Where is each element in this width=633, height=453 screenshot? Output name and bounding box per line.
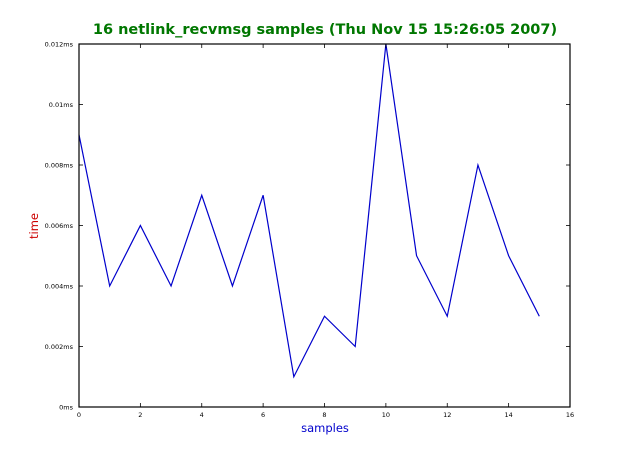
x-tick-label: 10 <box>382 411 390 419</box>
y-tick-label: 0ms <box>59 404 73 412</box>
x-axis-label: samples <box>301 421 349 435</box>
x-tick-label: 14 <box>504 411 512 419</box>
plot-area: 0 2 4 6 8 10 12 14 16 0ms 0.002ms 0.004ms 0.006ms 0.0… <box>45 41 574 420</box>
data-line <box>78 43 540 379</box>
y-axis-label: time <box>27 213 41 239</box>
y-tick-label: 0.006ms <box>45 222 74 230</box>
x-tick-label: 6 <box>261 411 265 419</box>
x-tick-label: 0 <box>77 411 81 419</box>
y-tick-label: 0.012ms <box>45 41 74 49</box>
x-tick-label: 16 <box>566 411 574 419</box>
y-tick-label: 0.002ms <box>45 343 74 351</box>
y-tick-label: 0.008ms <box>45 162 74 170</box>
y-tick-label: 0.01ms <box>49 101 74 109</box>
chart-title: 16 netlink_recvmsg samples (Thu Nov 15 1… <box>93 22 557 38</box>
y-tick-label: 0.004ms <box>45 283 74 291</box>
x-tick-label: 2 <box>138 411 142 419</box>
x-tick-label: 8 <box>322 411 326 419</box>
x-tick-label: 12 <box>443 411 451 419</box>
x-tick-label: 4 <box>200 411 204 419</box>
